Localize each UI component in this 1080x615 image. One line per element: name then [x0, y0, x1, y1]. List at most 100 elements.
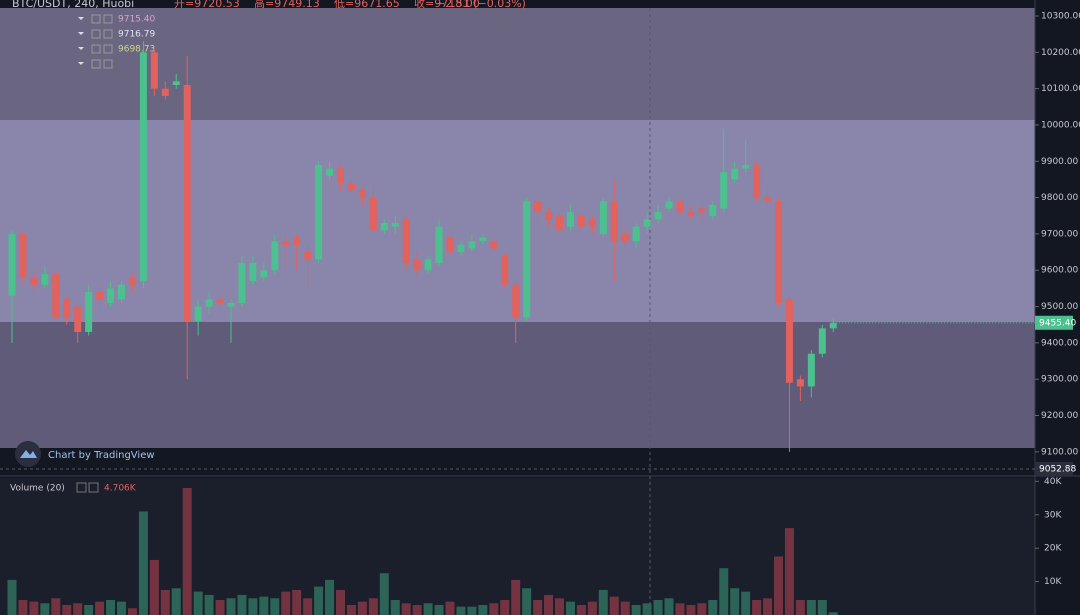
- candle-body: [96, 292, 104, 300]
- legend-eye[interactable]: [91, 44, 101, 54]
- volume-bar: [204, 594, 214, 615]
- candle-body: [347, 183, 355, 191]
- legend-close[interactable]: [103, 29, 113, 39]
- candle-body: [8, 233, 16, 296]
- candle-body: [41, 273, 49, 285]
- candle-body: [566, 212, 574, 227]
- volume-bar: [817, 599, 827, 615]
- candle-body: [150, 52, 158, 89]
- volume-tick-label: 40K: [1044, 477, 1062, 487]
- legend-arrow: [78, 32, 84, 35]
- candle-body: [742, 164, 750, 169]
- volume-bar: [259, 596, 269, 615]
- candle-body: [358, 190, 366, 198]
- overlay-top: [0, 8, 1035, 120]
- candle-body: [413, 259, 421, 271]
- volume-bar: [95, 601, 105, 615]
- candle-body: [30, 277, 38, 285]
- volume-bar: [533, 599, 543, 615]
- y-tick-label: 9400.00: [1041, 338, 1078, 348]
- volume-bar: [40, 603, 50, 615]
- legend-close[interactable]: [103, 14, 113, 24]
- change: −2.51 (−0.03%): [436, 0, 526, 10]
- volume-tick-label: 10K: [1044, 577, 1062, 587]
- candle-body: [479, 237, 487, 242]
- candle-body: [304, 252, 312, 260]
- candle-body: [260, 270, 268, 278]
- candle-body: [337, 168, 344, 184]
- candle-body: [391, 223, 399, 227]
- volume-bar: [270, 598, 280, 615]
- candle-body: [785, 299, 793, 383]
- volume-bar: [522, 588, 532, 615]
- legend-arrow: [78, 47, 84, 50]
- legend-eye[interactable]: [91, 14, 101, 24]
- volume-bar: [423, 603, 433, 615]
- volume-bar: [456, 606, 466, 615]
- candle-body: [490, 241, 498, 249]
- candle-body: [161, 88, 169, 96]
- candle-body: [523, 201, 531, 318]
- candle-body: [610, 201, 618, 242]
- volume-bar: [346, 604, 356, 615]
- volume-bar: [806, 599, 816, 615]
- candle-body: [194, 306, 202, 322]
- legend-eye[interactable]: [91, 29, 101, 39]
- candle-body: [63, 299, 71, 318]
- candle-body: [183, 85, 191, 322]
- volume-bar: [248, 598, 258, 615]
- y-tick-label: 9300.00: [1041, 375, 1078, 385]
- volume-bar: [478, 604, 488, 615]
- candle-body: [545, 212, 553, 220]
- candle-body: [468, 241, 476, 249]
- volume-bar: [686, 604, 696, 615]
- legend-eye[interactable]: [91, 59, 101, 69]
- volume-bar: [741, 591, 751, 615]
- volume-bar: [106, 599, 116, 615]
- icon-close[interactable]: [88, 482, 99, 493]
- volume-bar: [51, 598, 61, 615]
- candle-body: [446, 237, 454, 253]
- candle-body: [709, 204, 717, 216]
- candle-body: [326, 168, 334, 176]
- y-tick-label: 9700.00: [1041, 229, 1078, 239]
- candle-body: [807, 353, 815, 387]
- volume-bar: [325, 579, 335, 615]
- icon-settings[interactable]: [76, 482, 87, 493]
- candle-body: [731, 168, 739, 180]
- candle-body: [107, 288, 115, 303]
- legend-close[interactable]: [103, 59, 113, 69]
- candle-body: [19, 233, 27, 278]
- indicator-value: 9715.40: [118, 15, 155, 25]
- ohlc-high: 高=9749.13: [254, 0, 320, 10]
- volume-bar: [215, 599, 225, 615]
- volume-bar: [598, 589, 608, 615]
- volume-bar: [697, 603, 707, 615]
- candle-body: [85, 292, 93, 332]
- watermark: Chart by TradingView: [15, 441, 155, 467]
- header: BTC/USDT, 240, Huobi 开=9720.53 高=9749.13…: [12, 0, 526, 10]
- volume-bar: [336, 589, 345, 615]
- legend-close[interactable]: [103, 44, 113, 54]
- last-price-label: 9455.40: [1039, 318, 1076, 328]
- volume-bar: [390, 599, 400, 615]
- volume-title: Volume (20): [10, 484, 65, 494]
- legend-arrow: [78, 17, 84, 20]
- volume-bar: [292, 589, 302, 615]
- indicator-value: 9698.73: [118, 45, 155, 55]
- candle-body: [665, 201, 673, 209]
- candle-body: [435, 226, 443, 263]
- volume-bar: [576, 604, 586, 615]
- volume-bar: [587, 601, 597, 615]
- candle-body: [293, 237, 301, 245]
- volume-bar: [18, 599, 28, 615]
- y-tick-label: 9800.00: [1041, 193, 1078, 203]
- volume-bar: [171, 588, 181, 615]
- y-tick-label: 9100.00: [1041, 447, 1078, 457]
- symbol-title: BTC/USDT, 240, Huobi: [12, 0, 134, 10]
- candle-body: [271, 241, 279, 271]
- overlay-bottom: [0, 322, 1035, 448]
- candle-body: [52, 273, 60, 318]
- volume-bar: [160, 589, 170, 615]
